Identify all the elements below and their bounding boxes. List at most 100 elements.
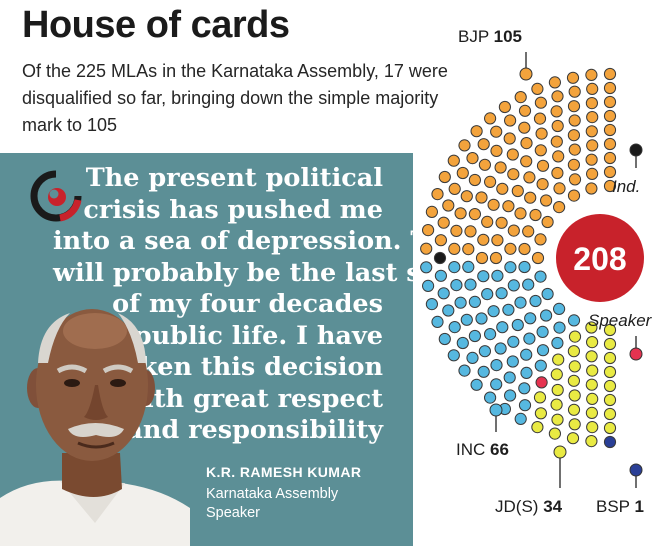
label-jds-count: 34 (543, 497, 563, 516)
label-inc-count: 66 (490, 440, 509, 459)
seat-dot (548, 427, 561, 440)
speaker-marker (629, 347, 643, 361)
seat-dot (466, 351, 479, 364)
seat-dot (566, 71, 580, 84)
seat-dot (491, 269, 504, 282)
seat-dot (442, 304, 455, 317)
seat-dot (456, 166, 469, 180)
seat-dot (568, 85, 581, 98)
seat-dot (478, 345, 492, 358)
seat-dot (491, 234, 504, 247)
seat-dot (534, 359, 547, 372)
seat-dot (464, 225, 477, 238)
seat-dot (477, 138, 490, 151)
seat-dot (468, 208, 482, 221)
quote-line: into a sea of depression. This (53, 226, 472, 256)
seat-dot (603, 109, 617, 123)
seat-dot (454, 296, 467, 309)
seat-dot (425, 298, 438, 311)
seat-dot (468, 173, 482, 187)
author-role: Karnataka Assembly Speaker (206, 486, 339, 521)
seat-dot (568, 114, 581, 127)
seat-dot (567, 345, 580, 358)
quote-line: of public life. I have (96, 320, 383, 351)
seat-dot (506, 148, 519, 161)
seat-dot (585, 435, 598, 448)
seat-dot (568, 143, 581, 156)
seat-dot (496, 321, 509, 334)
label-inc-name: INC (456, 440, 486, 459)
seat-dot (585, 125, 598, 138)
seat-dot (603, 67, 617, 81)
seat-dot (552, 353, 565, 366)
seat-dot (531, 251, 545, 265)
seat-dot (603, 95, 617, 109)
seat-dot (551, 383, 564, 397)
seat-dot (541, 287, 554, 301)
seat-dot (567, 314, 581, 327)
seat-dot (434, 269, 447, 282)
label-bjp-name: BJP (458, 27, 489, 46)
label-jds-name: JD(S) (495, 497, 539, 516)
seat-dot (551, 166, 564, 180)
seat-dot (495, 216, 508, 229)
seat-dot (566, 432, 580, 445)
seat-dot (553, 302, 566, 315)
seat-dot (534, 407, 548, 420)
label-inc: INC 66 (456, 440, 509, 460)
seat-dot (550, 398, 563, 411)
seat-dot (540, 309, 553, 322)
seat-dot (477, 270, 490, 283)
seat-dot (425, 205, 438, 218)
seat-dot (438, 170, 451, 184)
seat-dot (503, 132, 516, 145)
seat-dot (507, 279, 520, 292)
seat-dot (504, 242, 517, 255)
seat-dot (431, 188, 444, 201)
seat-dot (585, 182, 598, 195)
seat-dot (437, 287, 450, 300)
seat-dot (529, 294, 542, 308)
quote-line: will probably be the last stage (53, 257, 484, 288)
seat-dot (541, 215, 554, 229)
seat-dot (567, 158, 580, 171)
seat-dot (503, 371, 516, 384)
seat-dot (567, 374, 580, 387)
seat-dot (586, 167, 599, 180)
seat-dot (568, 330, 582, 343)
seat-dot (550, 135, 563, 148)
ind-marker (629, 143, 643, 157)
seat-dot (585, 378, 598, 391)
seat-dot (603, 137, 617, 151)
seat-dot (553, 201, 566, 214)
author-name: K.R. RAMESH KUMAR (206, 464, 362, 480)
seat-dot (603, 379, 617, 393)
seat-dot (548, 76, 561, 89)
total-seats-label: 208 (573, 241, 626, 277)
seat-dot (603, 123, 617, 137)
label-bsp: BSP 1 (596, 497, 644, 517)
seat-dot (494, 342, 507, 355)
seat-dot (603, 165, 617, 179)
seat-dot (567, 189, 581, 202)
seat-dot (534, 144, 547, 157)
seat-dot (520, 366, 533, 379)
seat-dot (586, 421, 599, 434)
seat-dot (437, 216, 450, 229)
seat-dot (433, 251, 447, 265)
seat-dot (553, 321, 566, 334)
seat-dot (603, 421, 617, 435)
seat-dot (586, 82, 599, 96)
seat-dot (585, 68, 598, 82)
seat-dot (518, 399, 532, 412)
seat-dot (481, 288, 494, 301)
seat-dot (603, 393, 617, 407)
seat-dot (529, 208, 542, 222)
seat-dot (567, 129, 580, 142)
quote-panel: The present political crisis has pushed … (0, 153, 484, 546)
seat-dot (603, 435, 617, 449)
seat-dot (603, 365, 617, 379)
seat-dot (585, 321, 598, 334)
label-ind: Ind. (612, 177, 641, 196)
seat-dot (535, 376, 548, 389)
